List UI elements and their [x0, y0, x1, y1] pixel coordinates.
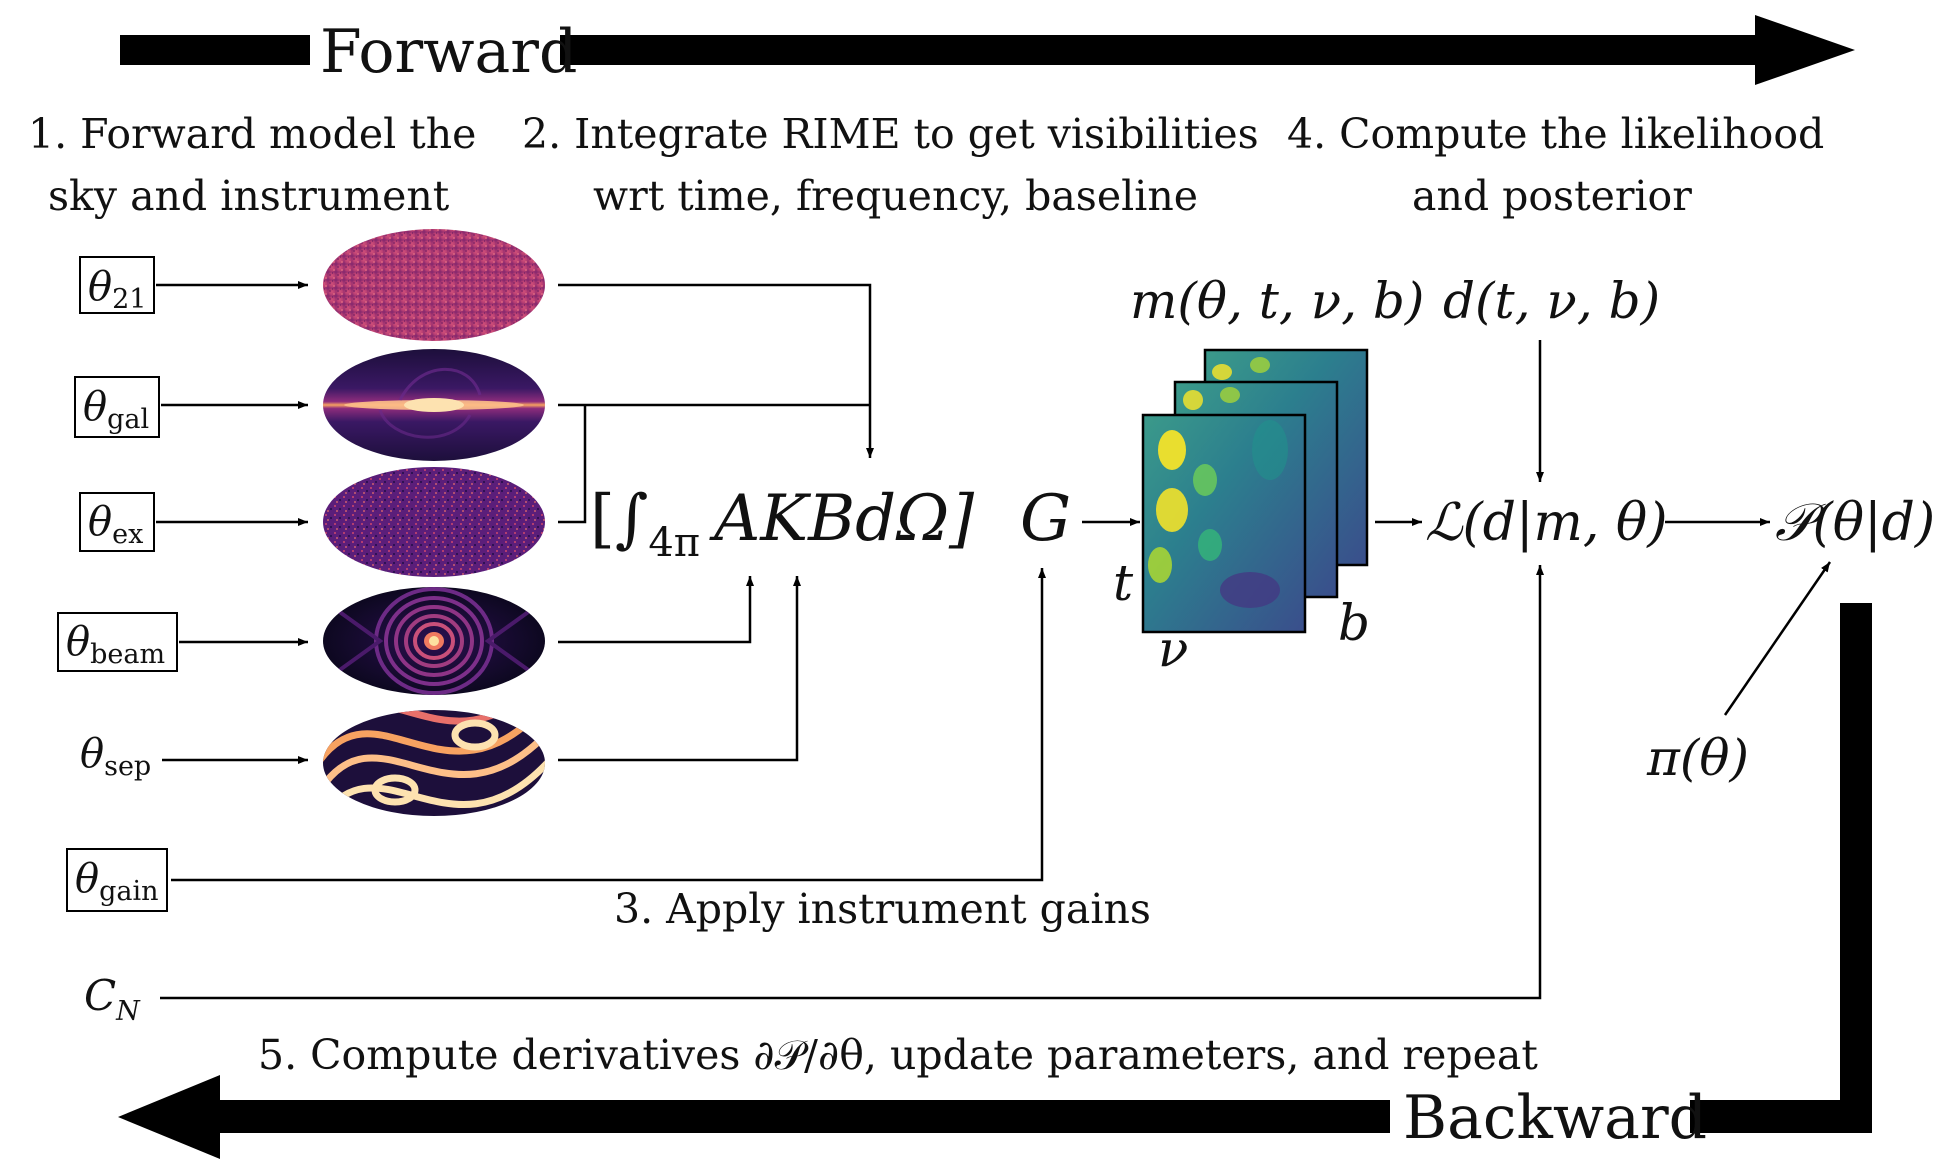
- theta-gain-label: θgain: [75, 856, 159, 907]
- theta-21-box: [79, 256, 155, 314]
- theta-ex-box: [79, 492, 155, 552]
- axis-time-label: t: [1113, 554, 1134, 612]
- step4-caption-line2: and posterior: [1412, 172, 1692, 220]
- theta-ex-label: θex: [88, 499, 143, 550]
- map-separation: [323, 710, 545, 816]
- posterior-label: 𝒫(θ|d): [1775, 493, 1935, 553]
- step2-caption-line2: wrt time, frequency, baseline: [593, 172, 1198, 220]
- step4-caption-line1: 4. Compute the likelihood: [1287, 110, 1824, 158]
- theta-beam-label: θbeam: [66, 619, 165, 670]
- map-21cm: [323, 229, 545, 341]
- theta-gal-box: [74, 376, 160, 438]
- map-extragalactic: [323, 467, 545, 577]
- step3-caption: 3. Apply instrument gains: [614, 885, 1151, 933]
- backward-label: Backward: [1403, 1083, 1707, 1153]
- prior-label: π(θ): [1646, 729, 1749, 787]
- step1-caption-line2: sky and instrument: [48, 172, 450, 220]
- step1-caption-line1: 1. Forward model the: [28, 110, 476, 158]
- step5-caption: 5. Compute derivatives ∂𝒫/∂θ, update par…: [258, 1031, 1538, 1079]
- theta-gal-label: θgal: [83, 384, 149, 435]
- rime-integral: [∫4π AKBdΩ]: [590, 482, 975, 566]
- step2-caption-line1: 2. Integrate RIME to get visibilities: [522, 110, 1259, 158]
- map-galaxy: [323, 349, 545, 461]
- theta-21-label: θ21: [88, 264, 146, 315]
- theta-beam-box: [57, 612, 178, 672]
- theta-gain-box: [66, 848, 168, 912]
- forward-label: Forward: [320, 17, 577, 87]
- map-beam: [323, 587, 545, 695]
- theta-sep-label: θsep: [80, 731, 151, 782]
- gain-symbol: G: [1020, 482, 1071, 556]
- forward-arrow: [120, 15, 1855, 85]
- axis-frequency-label: ν: [1158, 620, 1188, 678]
- axis-baseline-label: b: [1338, 594, 1370, 652]
- model-visibilities-label: m(θ, t, ν, b): [1130, 272, 1424, 330]
- visibility-cube: [1141, 348, 1369, 634]
- noise-covariance-label: CN: [84, 971, 141, 1027]
- data-label: d(t, ν, b): [1443, 272, 1660, 330]
- likelihood-label: ℒ(d|m, θ): [1425, 493, 1668, 553]
- backward-arrow: [118, 603, 1872, 1159]
